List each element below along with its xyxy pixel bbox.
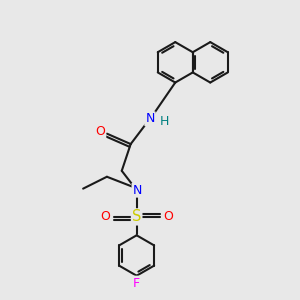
Text: O: O <box>100 210 110 224</box>
Text: H: H <box>159 115 169 128</box>
Text: N: N <box>133 184 142 196</box>
Text: N: N <box>145 112 155 125</box>
Text: O: O <box>163 210 173 224</box>
Text: F: F <box>133 277 140 290</box>
Text: S: S <box>132 209 141 224</box>
Text: O: O <box>95 125 105 138</box>
